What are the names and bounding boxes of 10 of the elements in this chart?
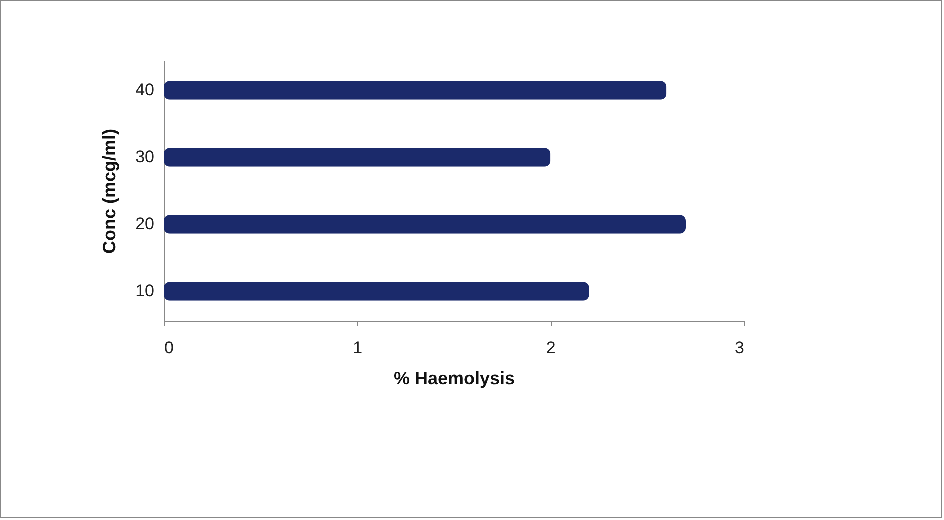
x-tick-label: 1 bbox=[353, 338, 363, 358]
x-tick-label: 2 bbox=[546, 338, 556, 358]
y-tick-label: 30 bbox=[136, 147, 154, 166]
y-tick-label: 20 bbox=[136, 214, 154, 234]
x-tick-label: 0 bbox=[164, 338, 174, 358]
x-tick-label: 3 bbox=[735, 338, 744, 358]
x-axis-title: % Haemolysis bbox=[394, 368, 516, 388]
y-tick-label: 10 bbox=[136, 282, 154, 301]
y-tick-label: 40 bbox=[136, 80, 154, 100]
y-axis-title: Conc (mcg/ml) bbox=[100, 128, 120, 254]
